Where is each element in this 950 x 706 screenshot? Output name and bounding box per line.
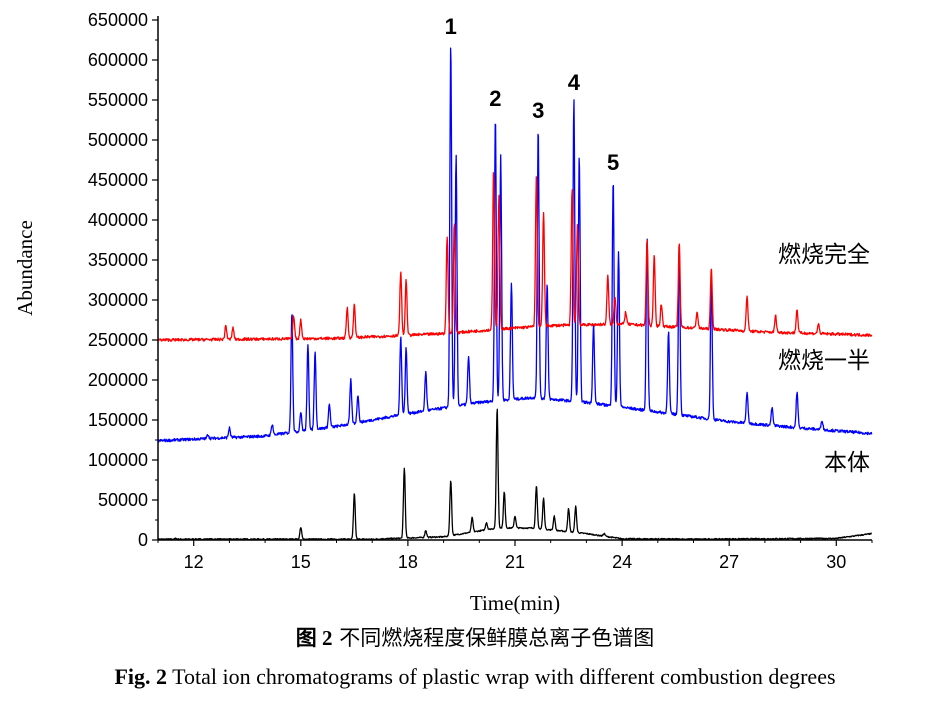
x-tick-label: 15 xyxy=(291,552,311,572)
caption-chinese-text: 不同燃烧程度保鲜膜总离子色谱图 xyxy=(339,626,655,650)
caption-chinese-prefix: 图 2 xyxy=(295,626,333,650)
y-tick-label: 250000 xyxy=(88,330,148,350)
trace-label: 燃烧完全 xyxy=(778,242,870,268)
peak-number-label: 4 xyxy=(568,70,581,95)
y-tick-label: 0 xyxy=(138,530,148,550)
y-axis-title: Abundance xyxy=(13,220,37,316)
y-tick-label: 450000 xyxy=(88,170,148,190)
x-tick-label: 30 xyxy=(826,552,846,572)
series-line-1 xyxy=(157,47,873,443)
trace-label: 本体 xyxy=(824,450,870,476)
y-tick-label: 650000 xyxy=(88,10,148,30)
y-tick-label: 150000 xyxy=(88,410,148,430)
y-tick-label: 500000 xyxy=(88,130,148,150)
caption-english-prefix: Fig. 2 xyxy=(114,664,168,689)
y-tick-label: 100000 xyxy=(88,450,148,470)
peak-number-label: 1 xyxy=(445,14,457,39)
series-line-0 xyxy=(157,172,873,342)
peak-number-label: 5 xyxy=(607,150,619,175)
y-tick-label: 50000 xyxy=(98,490,148,510)
x-tick-label: 27 xyxy=(719,552,739,572)
peak-number-label: 2 xyxy=(489,86,501,111)
x-axis-title: Time(min) xyxy=(470,591,560,615)
y-tick-label: 400000 xyxy=(88,210,148,230)
x-tick-label: 21 xyxy=(505,552,525,572)
x-tick-label: 12 xyxy=(184,552,204,572)
plot-area: 0500001000001500002000002500003000003500… xyxy=(13,10,873,615)
caption-chinese: 图 2 不同燃烧程度保鲜膜总离子色谱图 xyxy=(0,622,950,652)
y-tick-label: 350000 xyxy=(88,250,148,270)
y-tick-label: 300000 xyxy=(88,290,148,310)
y-tick-label: 550000 xyxy=(88,90,148,110)
series-line-2 xyxy=(157,408,872,541)
trace-label: 燃烧一半 xyxy=(778,348,870,374)
y-tick-label: 200000 xyxy=(88,370,148,390)
caption-english: Fig. 2 Total ion chromatograms of plasti… xyxy=(0,664,950,690)
chromatogram-chart: 0500001000001500002000002500003000003500… xyxy=(13,10,873,615)
x-tick-label: 24 xyxy=(612,552,632,572)
y-tick-label: 600000 xyxy=(88,50,148,70)
peak-number-label: 3 xyxy=(532,98,544,123)
x-tick-label: 18 xyxy=(398,552,418,572)
caption-english-text: Total ion chromatograms of plastic wrap … xyxy=(172,664,836,689)
